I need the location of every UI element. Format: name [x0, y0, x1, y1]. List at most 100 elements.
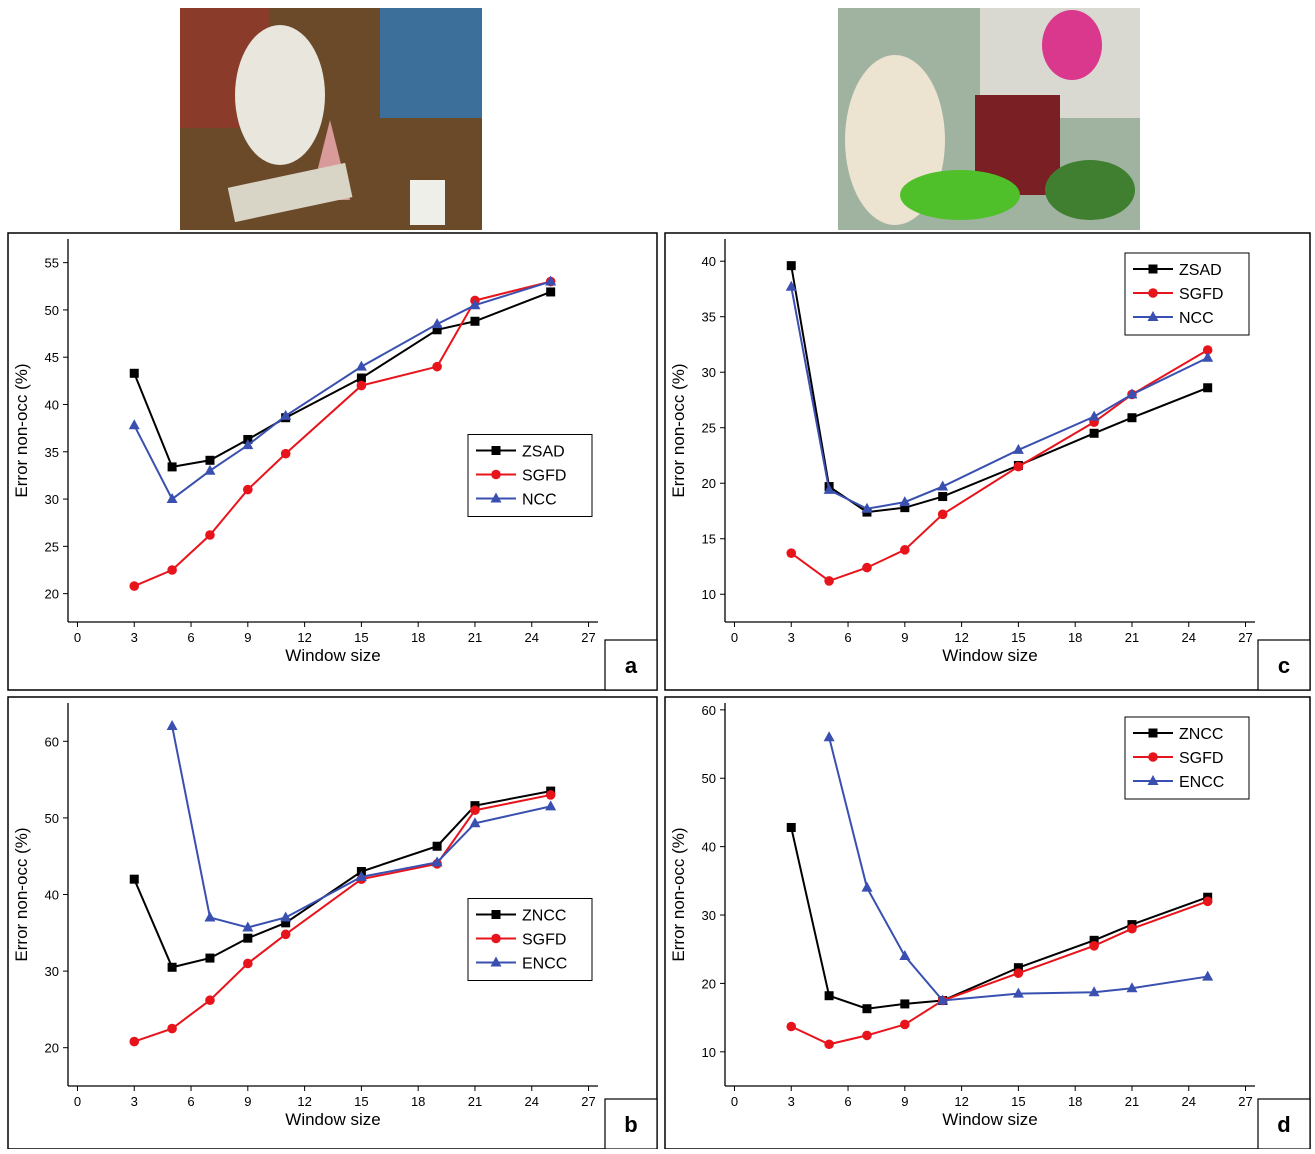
y-tick-label: 15 [702, 532, 716, 547]
y-tick-label: 25 [45, 539, 59, 554]
marker [546, 790, 556, 800]
marker [1203, 383, 1212, 392]
x-tick-label: 3 [788, 1094, 795, 1109]
marker [356, 361, 367, 371]
x-tick-label: 0 [731, 630, 738, 645]
marker [357, 381, 367, 391]
marker [205, 530, 215, 540]
marker [1127, 924, 1137, 934]
y-tick-label: 40 [702, 840, 716, 855]
x-tick-label: 9 [901, 1094, 908, 1109]
marker [129, 581, 139, 591]
x-tick-label: 24 [1182, 630, 1196, 645]
x-tick-label: 0 [74, 630, 81, 645]
chart-panel: 101520253035400369121518212427Window siz… [665, 233, 1310, 690]
x-tick-label: 15 [1011, 1094, 1025, 1109]
marker [1148, 752, 1158, 762]
series-line [172, 726, 551, 927]
marker [167, 565, 177, 575]
y-axis-label: Error non-occ (%) [669, 827, 688, 961]
marker [1090, 429, 1099, 438]
marker [492, 910, 501, 919]
marker [862, 1031, 872, 1041]
y-tick-label: 40 [702, 254, 716, 269]
x-tick-label: 3 [788, 630, 795, 645]
series-line [791, 350, 1207, 581]
x-tick-label: 15 [1011, 630, 1025, 645]
legend-label: SGFD [1179, 286, 1223, 303]
x-tick-label: 18 [411, 630, 425, 645]
series-line [791, 827, 1207, 1008]
legend-label: ZSAD [1179, 262, 1222, 279]
marker [281, 449, 291, 459]
marker [243, 934, 252, 943]
y-tick-label: 55 [45, 256, 59, 271]
marker [470, 805, 480, 815]
marker [862, 1004, 871, 1013]
marker [900, 545, 910, 555]
x-tick-label: 12 [297, 1094, 311, 1109]
y-tick-label: 50 [702, 771, 716, 786]
marker [825, 991, 834, 1000]
x-tick-label: 15 [354, 630, 368, 645]
y-tick-label: 50 [45, 303, 59, 318]
figure: 20253035404550550369121518212427Window s… [0, 0, 1315, 1149]
marker [786, 1022, 796, 1032]
x-tick-label: 12 [297, 630, 311, 645]
marker [900, 999, 909, 1008]
y-tick-label: 25 [702, 421, 716, 436]
marker [204, 911, 215, 921]
legend-label: SGFD [522, 468, 566, 485]
marker [1014, 462, 1024, 472]
marker [1149, 265, 1158, 274]
x-tick-label: 24 [525, 1094, 539, 1109]
y-tick-label: 50 [45, 811, 59, 826]
marker [243, 485, 253, 495]
marker [205, 456, 214, 465]
marker [787, 261, 796, 270]
y-tick-label: 40 [45, 397, 59, 412]
x-tick-label: 0 [74, 1094, 81, 1109]
x-tick-label: 21 [468, 1094, 482, 1109]
y-tick-label: 35 [702, 310, 716, 325]
marker [167, 493, 178, 503]
x-tick-label: 27 [581, 1094, 595, 1109]
photo-art [180, 8, 482, 230]
x-tick-label: 24 [1182, 1094, 1196, 1109]
marker [168, 963, 177, 972]
x-tick-label: 21 [468, 630, 482, 645]
marker [491, 934, 501, 944]
marker [824, 1039, 834, 1049]
y-tick-label: 20 [45, 587, 59, 602]
marker [938, 492, 947, 501]
marker [545, 800, 556, 810]
x-tick-label: 6 [187, 1094, 194, 1109]
marker [129, 419, 140, 429]
y-axis-label: Error non-occ (%) [12, 827, 31, 961]
x-tick-label: 3 [131, 1094, 138, 1109]
marker [205, 954, 214, 963]
marker [1202, 971, 1213, 981]
legend-label: ZSAD [522, 444, 565, 461]
x-axis-label: Window size [285, 1110, 380, 1129]
legend-label: NCC [522, 492, 557, 509]
legend-label: ENCC [522, 956, 567, 973]
y-tick-label: 10 [702, 1045, 716, 1060]
y-tick-label: 35 [45, 445, 59, 460]
x-tick-label: 6 [187, 630, 194, 645]
marker [1203, 897, 1213, 907]
marker [1089, 941, 1099, 951]
legend-label: SGFD [522, 932, 566, 949]
y-axis-label: Error non-occ (%) [669, 363, 688, 497]
legend-label: ENCC [1179, 774, 1224, 791]
marker [786, 548, 796, 558]
x-tick-label: 3 [131, 630, 138, 645]
marker [862, 563, 872, 573]
y-tick-label: 45 [45, 350, 59, 365]
marker [281, 930, 291, 940]
chart-panel: 20304050600369121518212427Window sizeErr… [8, 697, 657, 1149]
marker [491, 470, 501, 480]
x-tick-label: 18 [411, 1094, 425, 1109]
x-tick-label: 27 [581, 630, 595, 645]
